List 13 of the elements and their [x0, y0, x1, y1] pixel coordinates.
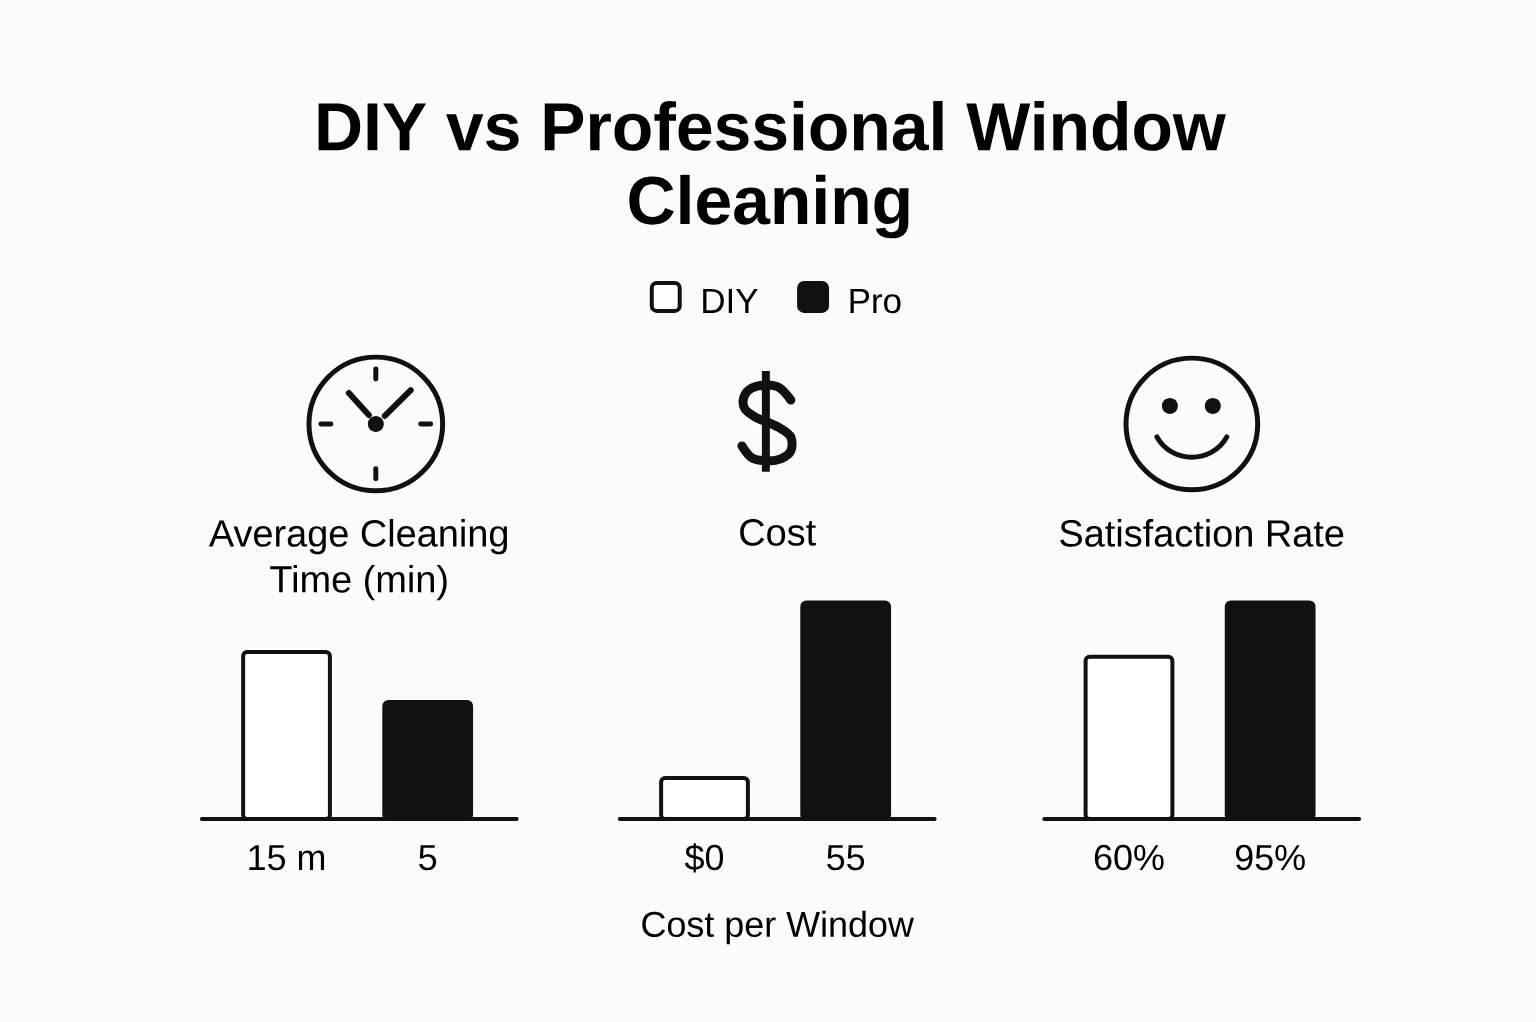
- x-axis-title: Cost per Window: [642, 910, 914, 945]
- x-tick-label: 55: [827, 845, 865, 871]
- x-tick-label: 60%: [1094, 845, 1164, 871]
- legend-label: DIY: [703, 289, 758, 314]
- x-tick-label: 5: [419, 845, 437, 871]
- legend-label: Pro: [850, 289, 901, 314]
- chart-title: Cost: [740, 519, 816, 547]
- chart-title: Average Cleaning Time (min): [208, 519, 508, 601]
- x-tick-label: 95%: [1235, 845, 1305, 871]
- text: DIY vs Professional Window Cleaning: [318, 101, 1226, 239]
- x-tick-label: 15 m: [249, 845, 325, 871]
- chart-title: Satisfaction Rate: [1060, 519, 1344, 548]
- x-tick-label: $0: [684, 843, 724, 873]
